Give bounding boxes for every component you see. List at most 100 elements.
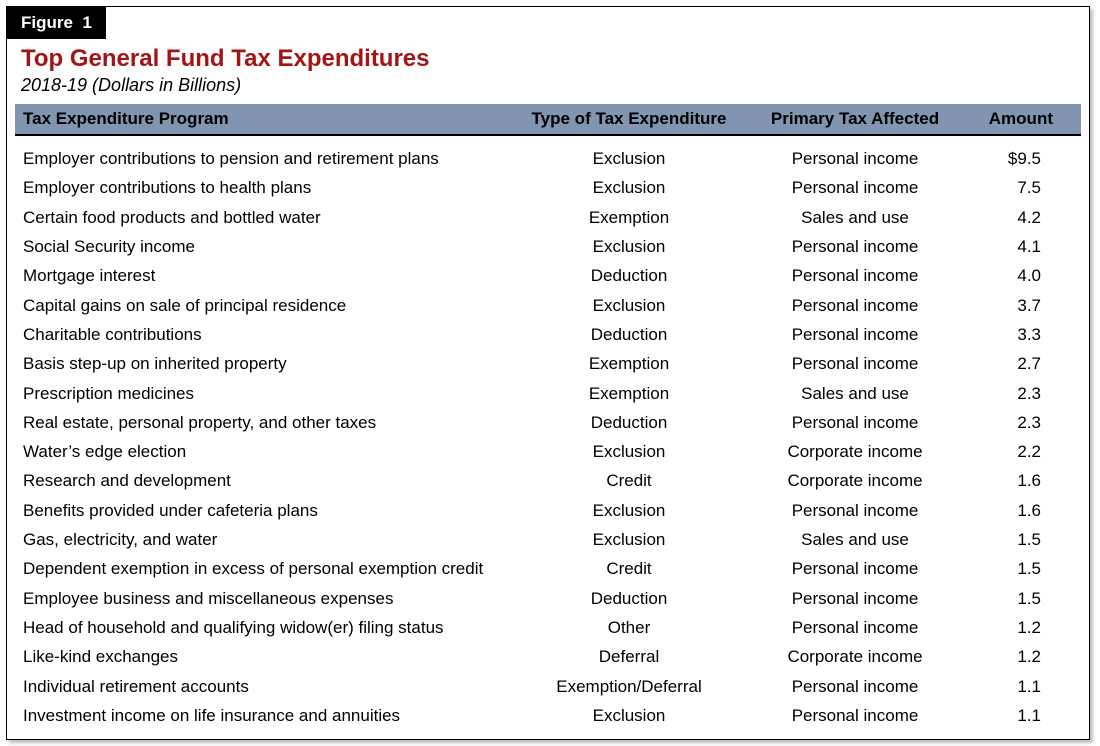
cell-primary: Personal income bbox=[737, 497, 973, 526]
cell-primary: Personal income bbox=[737, 174, 973, 203]
table-row: Employee business and miscellaneous expe… bbox=[15, 585, 1081, 614]
table-row: Like-kind exchangesDeferralCorporate inc… bbox=[15, 643, 1081, 672]
table-row: Research and developmentCreditCorporate … bbox=[15, 467, 1081, 496]
cell-type: Exemption bbox=[521, 379, 737, 408]
cell-amount: 1.6 bbox=[973, 467, 1081, 496]
cell-program: Benefits provided under cafeteria plans bbox=[15, 497, 521, 526]
col-header-primary: Primary Tax Affected bbox=[737, 104, 973, 135]
table-body: Employer contributions to pension and re… bbox=[15, 135, 1081, 731]
cell-program: Like-kind exchanges bbox=[15, 643, 521, 672]
cell-type: Credit bbox=[521, 555, 737, 584]
cell-program: Employee business and miscellaneous expe… bbox=[15, 585, 521, 614]
cell-primary: Personal income bbox=[737, 702, 973, 731]
cell-program: Capital gains on sale of principal resid… bbox=[15, 291, 521, 320]
cell-amount: 1.1 bbox=[973, 702, 1081, 731]
cell-amount: 2.7 bbox=[973, 350, 1081, 379]
cell-primary: Personal income bbox=[737, 135, 973, 174]
cell-type: Exclusion bbox=[521, 702, 737, 731]
cell-primary: Personal income bbox=[737, 291, 973, 320]
cell-type: Deduction bbox=[521, 585, 737, 614]
table-row: Real estate, personal property, and othe… bbox=[15, 409, 1081, 438]
cell-primary: Sales and use bbox=[737, 379, 973, 408]
table-row: Capital gains on sale of principal resid… bbox=[15, 291, 1081, 320]
cell-amount: 2.3 bbox=[973, 379, 1081, 408]
cell-type: Exclusion bbox=[521, 438, 737, 467]
cell-program: Employer contributions to pension and re… bbox=[15, 135, 521, 174]
cell-primary: Sales and use bbox=[737, 526, 973, 555]
figure-title: Top General Fund Tax Expenditures bbox=[7, 39, 1089, 73]
cell-amount: 3.3 bbox=[973, 321, 1081, 350]
cell-amount: 1.5 bbox=[973, 526, 1081, 555]
cell-type: Exclusion bbox=[521, 526, 737, 555]
cell-type: Exclusion bbox=[521, 291, 737, 320]
table-row: Employer contributions to pension and re… bbox=[15, 135, 1081, 174]
cell-amount: 1.5 bbox=[973, 555, 1081, 584]
cell-program: Investment income on life insurance and … bbox=[15, 702, 521, 731]
table-row: Employer contributions to health plansEx… bbox=[15, 174, 1081, 203]
table-row: Water’s edge electionExclusionCorporate … bbox=[15, 438, 1081, 467]
table-row: Prescription medicinesExemptionSales and… bbox=[15, 379, 1081, 408]
cell-type: Deduction bbox=[521, 262, 737, 291]
col-header-program: Tax Expenditure Program bbox=[15, 104, 521, 135]
cell-program: Employer contributions to health plans bbox=[15, 174, 521, 203]
cell-primary: Personal income bbox=[737, 585, 973, 614]
cell-amount: 1.2 bbox=[973, 614, 1081, 643]
col-header-amount: Amount bbox=[973, 104, 1081, 135]
cell-amount: 2.2 bbox=[973, 438, 1081, 467]
cell-amount: 1.6 bbox=[973, 497, 1081, 526]
cell-primary: Sales and use bbox=[737, 203, 973, 232]
cell-program: Individual retirement accounts bbox=[15, 672, 521, 701]
cell-program: Certain food products and bottled water bbox=[15, 203, 521, 232]
cell-type: Exclusion bbox=[521, 174, 737, 203]
cell-program: Dependent exemption in excess of persona… bbox=[15, 555, 521, 584]
cell-program: Water’s edge election bbox=[15, 438, 521, 467]
cell-type: Exclusion bbox=[521, 497, 737, 526]
cell-type: Other bbox=[521, 614, 737, 643]
table-row: Social Security incomeExclusionPersonal … bbox=[15, 233, 1081, 262]
cell-type: Exemption bbox=[521, 350, 737, 379]
figure-subtitle: 2018-19 (Dollars in Billions) bbox=[7, 73, 1089, 104]
table-row: Benefits provided under cafeteria plansE… bbox=[15, 497, 1081, 526]
cell-program: Mortgage interest bbox=[15, 262, 521, 291]
table-row: Basis step-up on inherited propertyExemp… bbox=[15, 350, 1081, 379]
cell-amount: $9.5 bbox=[973, 135, 1081, 174]
cell-amount: 1.2 bbox=[973, 643, 1081, 672]
cell-primary: Personal income bbox=[737, 555, 973, 584]
cell-primary: Corporate income bbox=[737, 467, 973, 496]
cell-primary: Personal income bbox=[737, 672, 973, 701]
table-row: Certain food products and bottled waterE… bbox=[15, 203, 1081, 232]
table-row: Investment income on life insurance and … bbox=[15, 702, 1081, 731]
cell-primary: Personal income bbox=[737, 233, 973, 262]
cell-amount: 3.7 bbox=[973, 291, 1081, 320]
cell-primary: Personal income bbox=[737, 409, 973, 438]
cell-type: Deduction bbox=[521, 321, 737, 350]
table-row: Gas, electricity, and waterExclusionSale… bbox=[15, 526, 1081, 555]
cell-type: Deferral bbox=[521, 643, 737, 672]
cell-program: Social Security income bbox=[15, 233, 521, 262]
cell-type: Deduction bbox=[521, 409, 737, 438]
cell-type: Exemption bbox=[521, 203, 737, 232]
cell-primary: Personal income bbox=[737, 321, 973, 350]
cell-type: Exclusion bbox=[521, 233, 737, 262]
cell-amount: 7.5 bbox=[973, 174, 1081, 203]
table-row: Individual retirement accountsExemption/… bbox=[15, 672, 1081, 701]
cell-amount: 4.1 bbox=[973, 233, 1081, 262]
cell-program: Head of household and qualifying widow(e… bbox=[15, 614, 521, 643]
table-row: Charitable contributionsDeductionPersona… bbox=[15, 321, 1081, 350]
cell-primary: Personal income bbox=[737, 614, 973, 643]
table-header-row: Tax Expenditure Program Type of Tax Expe… bbox=[15, 104, 1081, 135]
cell-amount: 1.5 bbox=[973, 585, 1081, 614]
cell-program: Gas, electricity, and water bbox=[15, 526, 521, 555]
cell-amount: 4.0 bbox=[973, 262, 1081, 291]
cell-program: Charitable contributions bbox=[15, 321, 521, 350]
table-row: Dependent exemption in excess of persona… bbox=[15, 555, 1081, 584]
cell-type: Exemption/Deferral bbox=[521, 672, 737, 701]
table-row: Mortgage interestDeductionPersonal incom… bbox=[15, 262, 1081, 291]
figure-container: Figure 1 Top General Fund Tax Expenditur… bbox=[6, 6, 1090, 740]
cell-amount: 2.3 bbox=[973, 409, 1081, 438]
cell-program: Basis step-up on inherited property bbox=[15, 350, 521, 379]
cell-program: Research and development bbox=[15, 467, 521, 496]
cell-amount: 1.1 bbox=[973, 672, 1081, 701]
cell-type: Credit bbox=[521, 467, 737, 496]
cell-primary: Personal income bbox=[737, 262, 973, 291]
